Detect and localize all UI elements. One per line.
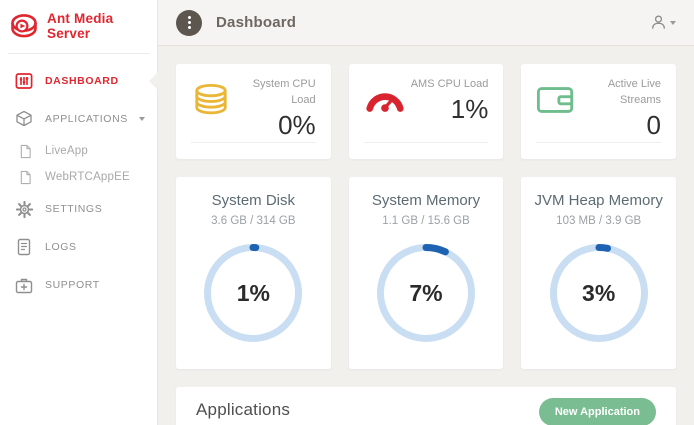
top-bar: Dashboard — [158, 0, 694, 46]
sidebar-item-label: LOGS — [45, 241, 77, 253]
gauge-subtitle: 103 MB / 3.9 GB — [556, 215, 642, 227]
gauge-cards-row: System Disk 3.6 GB / 314 GB 1% System Me… — [176, 177, 677, 369]
card-active-live-streams: Active Live Streams 0 — [521, 64, 677, 159]
user-menu[interactable] — [650, 14, 676, 31]
ant-media-logo-icon — [11, 14, 37, 38]
wallet-icon — [536, 83, 576, 159]
gauge-icon — [364, 83, 406, 159]
sidebar: Ant Media Server DASHBOARD — [0, 0, 158, 425]
sidebar-item-label: WebRTCAppEE — [45, 171, 130, 183]
support-icon — [14, 277, 34, 294]
user-icon — [651, 15, 666, 29]
sidebar-nav: DASHBOARD APPLICATIONS LiveApp — [0, 54, 158, 304]
card-jvm-heap-memory: JVM Heap Memory 103 MB / 3.9 GB 3% — [521, 177, 677, 369]
card-divider — [536, 142, 662, 143]
sidebar-item-settings[interactable]: SETTINGS — [0, 190, 157, 228]
logs-icon — [14, 238, 34, 256]
brand-logo[interactable]: Ant Media Server — [0, 0, 157, 51]
applications-section: Applications New Application — [176, 387, 676, 425]
sidebar-item-label: APPLICATIONS — [45, 113, 128, 125]
page-title: Dashboard — [216, 14, 297, 31]
card-divider — [363, 142, 489, 143]
file-icon — [16, 170, 34, 185]
sidebar-item-dashboard[interactable]: DASHBOARD — [0, 62, 158, 100]
gear-icon — [14, 200, 34, 219]
stat-label: Active Live Streams — [607, 78, 662, 106]
sidebar-item-label: SETTINGS — [45, 203, 103, 215]
cube-icon — [14, 110, 34, 128]
stat-value: 0% — [278, 109, 316, 140]
main-area: Dashboard — [158, 0, 694, 425]
gauge-subtitle: 1.1 GB / 15.6 GB — [382, 215, 470, 227]
applications-title: Applications — [196, 400, 291, 419]
sidebar-item-label: DASHBOARD — [45, 75, 119, 87]
card-system-memory: System Memory 1.1 GB / 15.6 GB 7% — [348, 177, 504, 369]
gauge-subtitle: 3.6 GB / 314 GB — [211, 215, 296, 227]
dashboard-content: System CPU Load 0% AMS CPU Load — [158, 46, 694, 425]
card-ams-cpu-load: AMS CPU Load 1% — [348, 64, 504, 159]
sidebar-divider — [8, 53, 149, 54]
gauge-title: JVM Heap Memory — [534, 192, 663, 209]
gauge-percent: 7% — [409, 279, 443, 306]
card-divider — [191, 142, 316, 143]
stat-label: AMS CPU Load — [410, 78, 489, 90]
stat-label: System CPU Load — [252, 78, 316, 106]
chevron-down-icon — [670, 20, 676, 25]
new-application-button[interactable]: New Application — [538, 398, 656, 425]
stat-value: 1% — [450, 93, 489, 124]
file-icon — [16, 144, 34, 159]
sidebar-item-logs[interactable]: LOGS — [0, 228, 157, 266]
database-icon — [191, 83, 231, 159]
gauge-percent: 3% — [582, 279, 616, 306]
gauge-percent: 1% — [236, 279, 270, 306]
donut-gauge: 3% — [541, 235, 657, 351]
sidebar-item-webrtcappee[interactable]: WebRTCAppEE — [0, 164, 157, 190]
gauge-title: System Disk — [211, 192, 295, 209]
sidebar-item-liveapp[interactable]: LiveApp — [0, 138, 157, 164]
chevron-down-icon — [139, 117, 145, 121]
gauge-title: System Memory — [371, 192, 481, 209]
stat-cards-row: System CPU Load 0% AMS CPU Load — [176, 64, 677, 159]
donut-gauge: 7% — [368, 235, 484, 351]
active-item-arrow — [149, 72, 158, 90]
sidebar-item-label: SUPPORT — [45, 279, 100, 291]
menu-kebab-button[interactable] — [176, 9, 202, 36]
sidebar-item-applications[interactable]: APPLICATIONS — [0, 100, 157, 138]
donut-gauge: 1% — [195, 235, 311, 351]
sidebar-item-label: LiveApp — [45, 145, 88, 157]
stat-value: 0 — [646, 109, 662, 140]
brand-name: Ant Media Server — [47, 11, 114, 41]
sliders-icon — [14, 72, 34, 90]
sidebar-item-support[interactable]: SUPPORT — [0, 266, 157, 304]
card-system-cpu-load: System CPU Load 0% — [176, 64, 331, 159]
card-system-disk: System Disk 3.6 GB / 314 GB 1% — [176, 177, 331, 369]
